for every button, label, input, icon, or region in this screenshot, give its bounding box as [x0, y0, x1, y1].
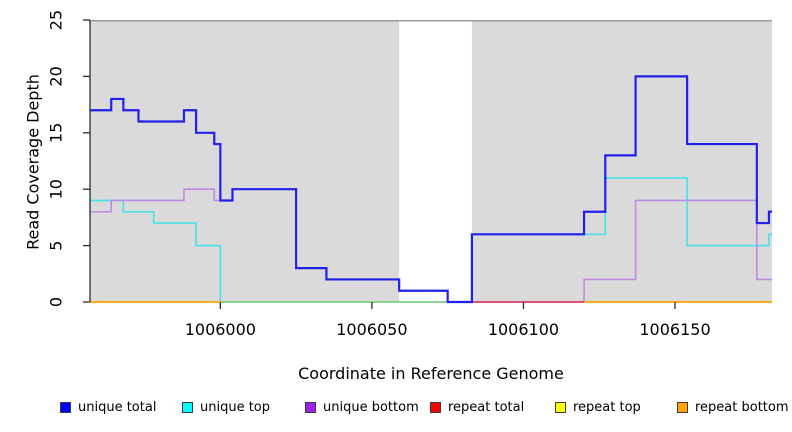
- legend-swatch-icon: [60, 402, 71, 413]
- legend-item-unique-bottom: unique bottom: [305, 400, 419, 415]
- y-tick-label: 0: [47, 297, 66, 307]
- legend-label: repeat bottom: [695, 400, 789, 415]
- legend-label: unique total: [78, 400, 157, 415]
- legend-item-repeat-total: repeat total: [430, 400, 524, 415]
- legend-swatch-icon: [430, 402, 441, 413]
- y-tick-label: 15: [47, 123, 66, 143]
- shaded-region: [90, 20, 400, 302]
- legend-label: unique bottom: [323, 400, 419, 415]
- x-tick-label: 1006000: [185, 320, 256, 339]
- x-tick-label: 1006050: [336, 320, 407, 339]
- y-tick-label: 25: [47, 10, 66, 30]
- legend-item-repeat-bottom: repeat bottom: [677, 400, 789, 415]
- legend-swatch-icon: [555, 402, 566, 413]
- legend-swatch-icon: [677, 402, 688, 413]
- legend-item-repeat-top: repeat top: [555, 400, 641, 415]
- legend-swatch-icon: [182, 402, 193, 413]
- y-tick-label: 10: [47, 179, 66, 199]
- legend-label: repeat top: [573, 400, 641, 415]
- shaded-region: [471, 20, 772, 302]
- y-tick-label: 20: [47, 66, 66, 86]
- legend-label: unique top: [200, 400, 271, 415]
- legend: unique total unique top unique bottom repea…: [0, 400, 792, 418]
- y-tick-label: 5: [47, 241, 66, 251]
- legend-item-unique-top: unique top: [182, 400, 270, 415]
- legend-swatch-icon: [305, 402, 316, 413]
- x-tick-label: 1006150: [639, 320, 710, 339]
- legend-item-unique-total: unique total: [60, 400, 156, 415]
- x-axis-title: Coordinate in Reference Genome: [298, 364, 564, 383]
- y-axis-title: Read Coverage Depth: [23, 74, 43, 250]
- legend-label: repeat total: [448, 400, 525, 415]
- series-unique-total: [90, 75, 772, 304]
- x-tick-label: 1006100: [488, 320, 559, 339]
